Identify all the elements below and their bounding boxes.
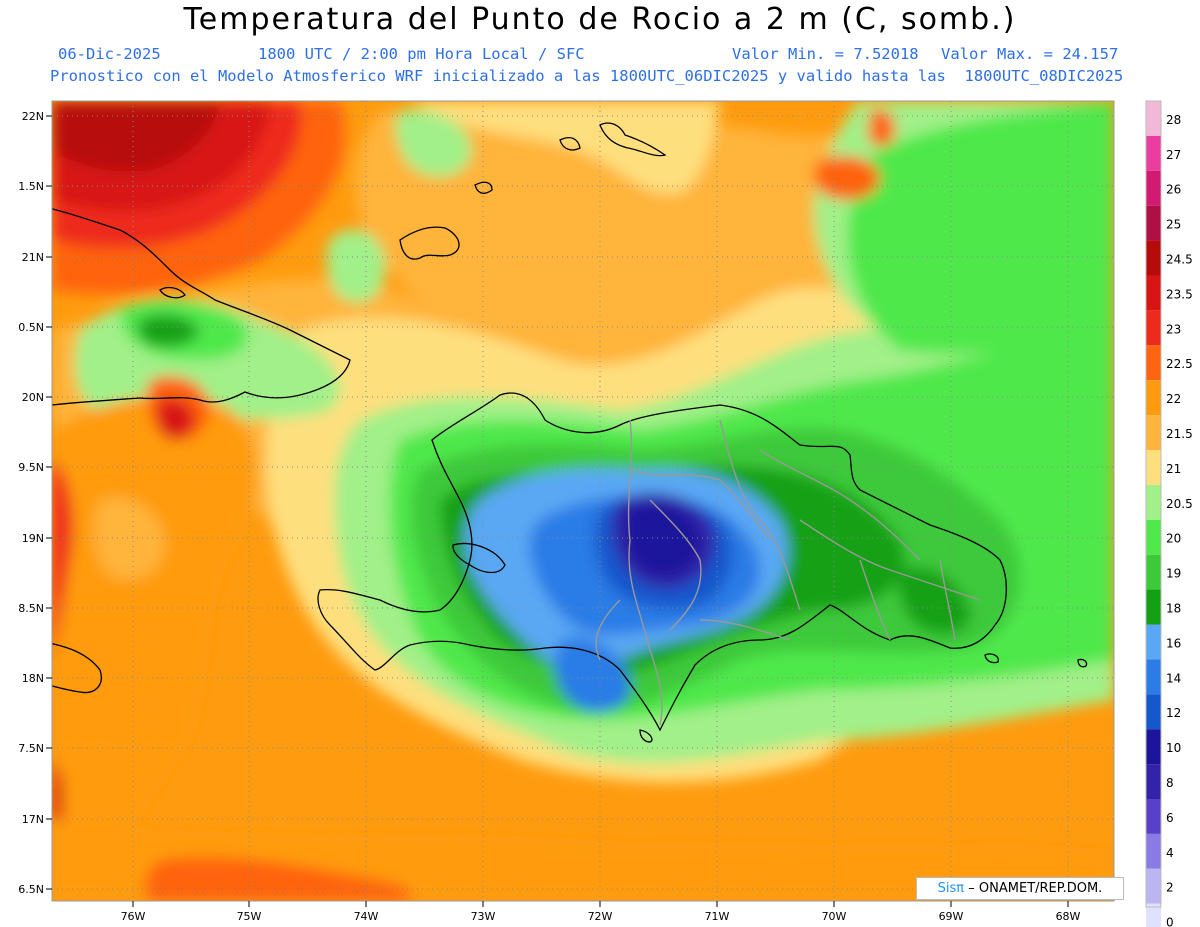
lat-label: 0.5N [18, 321, 44, 334]
colorbar-label: 27 [1166, 148, 1181, 162]
longitude-axis [132, 901, 1069, 907]
colorbar-label: 23 [1166, 322, 1181, 336]
model-info-text: Pronostico con el Modelo Atmosferico WRF… [50, 67, 1124, 85]
colorbar-swatch [1146, 101, 1161, 136]
date-text: 06-Dic-2025 [58, 45, 161, 63]
colorbar-swatch [1146, 170, 1161, 206]
colorbar-frame [1145, 100, 1162, 908]
colorbar-label: 20.5 [1166, 497, 1193, 511]
colorbar-label: 21 [1166, 462, 1181, 476]
colorbar-label: 0 [1166, 916, 1174, 927]
colorbar-label: 20 [1166, 532, 1181, 546]
colorbar-swatch [1146, 345, 1161, 381]
coastlines [52, 122, 1088, 743]
lat-label: 9.5N [18, 461, 44, 474]
lon-label: 74W [354, 910, 379, 923]
colorbar-swatch [1146, 868, 1161, 904]
colorbar-swatch [1146, 310, 1161, 346]
lon-label: 70W [822, 910, 847, 923]
lat-label: 1.5N [18, 180, 44, 193]
colorbar-label: 19 [1166, 567, 1181, 581]
dewpoint-field [52, 101, 1114, 901]
colorbar-label: 24.5 [1166, 253, 1193, 267]
colorbar-label: 21.5 [1166, 427, 1193, 441]
max-value-text: Valor Max. = 24.157 [941, 45, 1119, 63]
colorbar-swatch [1146, 519, 1161, 555]
latitude-axis [46, 115, 52, 890]
colorbar-label: 23.5 [1166, 287, 1193, 301]
lon-label: 72W [588, 910, 613, 923]
colorbar-swatch [1146, 729, 1161, 765]
lon-label: 73W [471, 910, 496, 923]
lat-label: 19N [22, 532, 44, 545]
colorbar-label: 14 [1166, 671, 1181, 685]
colorbar-label: 8 [1166, 776, 1174, 790]
lon-label: 68W [1056, 910, 1081, 923]
colorbar-swatch [1146, 484, 1161, 520]
province-boundaries [595, 419, 981, 726]
colorbar: 2827262524.523.52322.52221.52120.5201918… [1145, 100, 1193, 927]
colorbar-swatch [1146, 450, 1161, 485]
lon-label: 71W [705, 910, 730, 923]
lat-label: 7.5N [18, 742, 44, 755]
credit-box: Sisπ – ONAMET/REP.DOM. [916, 877, 1124, 900]
colorbar-swatch [1146, 554, 1161, 590]
colorbar-label: 25 [1166, 218, 1181, 232]
colorbar-label: 4 [1166, 846, 1174, 860]
lat-label: 20N [22, 391, 44, 404]
colorbar-swatch [1146, 380, 1161, 416]
lat-label: 8.5N [18, 602, 44, 615]
colorbar-swatch [1146, 589, 1161, 625]
colorbar-label: 10 [1166, 741, 1181, 755]
colorbar-label: 12 [1166, 706, 1181, 720]
plot-frame [51, 100, 1115, 902]
sispi-logo: Sisπ [937, 881, 965, 896]
lon-label: 69W [939, 910, 964, 923]
colorbar-swatch [1146, 135, 1161, 171]
map-title: Temperatura del Punto de Rocio a 2 m (C,… [183, 2, 1017, 37]
colorbar-label: 16 [1166, 636, 1181, 650]
colorbar-swatch [1146, 240, 1161, 276]
colorbar-label: 2 [1166, 881, 1174, 895]
time-text: 1800 UTC / 2:00 pm Hora Local / SFC [258, 45, 585, 63]
colorbar-label: 6 [1166, 811, 1174, 825]
colorbar-label: 18 [1166, 602, 1181, 616]
lon-label: 75W [237, 910, 262, 923]
lon-label: 76W [121, 910, 146, 923]
colorbar-swatch [1146, 694, 1161, 730]
colorbar-swatch [1146, 275, 1161, 311]
colorbar-label: 22 [1166, 392, 1181, 406]
lat-label: 22N [22, 110, 44, 123]
colorbar-label: 26 [1166, 183, 1181, 197]
colorbar-swatch [1146, 415, 1161, 450]
colorbar-swatch [1146, 833, 1161, 869]
colorbar-label: 22.5 [1166, 357, 1193, 371]
colorbar-swatch [1146, 624, 1161, 660]
lat-label: 18N [22, 672, 44, 685]
colorbar-swatch [1146, 659, 1161, 695]
colorbar-swatch [1146, 903, 1161, 927]
colorbar-swatch [1146, 764, 1161, 799]
colorbar-swatch [1146, 205, 1161, 241]
colorbar-label: 28 [1166, 113, 1181, 127]
min-value-text: Valor Min. = 7.52018 [732, 45, 919, 63]
graticule [52, 101, 1114, 901]
credit-text: – ONAMET/REP.DOM. [968, 881, 1103, 896]
lat-label: 21N [22, 251, 44, 264]
lat-label: 17N [22, 813, 44, 826]
colorbar-swatch [1146, 799, 1161, 834]
lat-label: 6.5N [18, 883, 44, 896]
